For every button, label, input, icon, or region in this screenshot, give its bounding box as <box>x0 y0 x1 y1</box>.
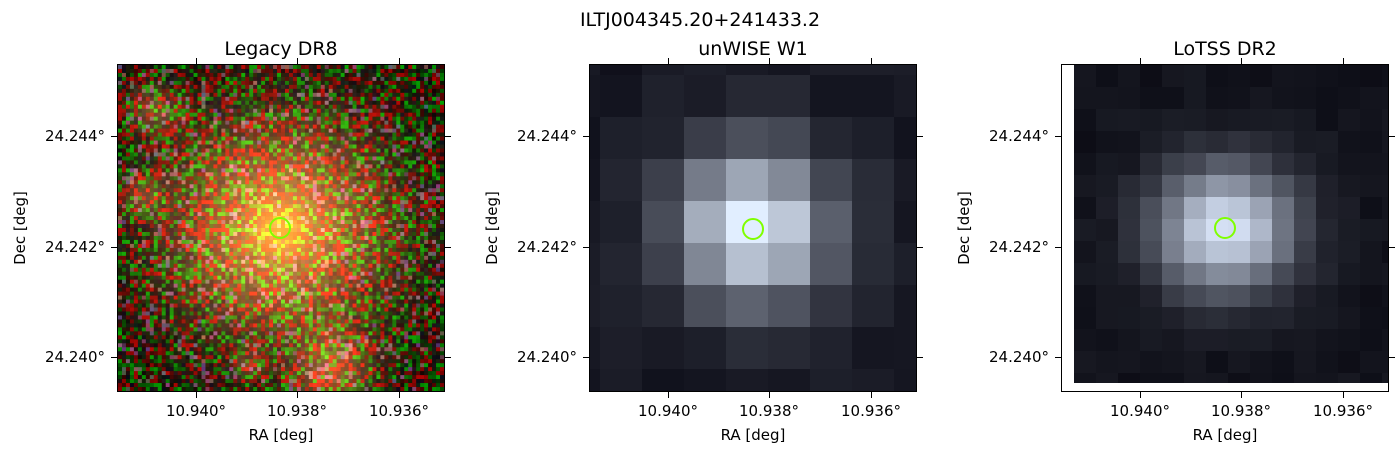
tick-mark <box>668 392 669 398</box>
x-tick-label: 10.936° <box>841 402 901 420</box>
y-tick-label: 24.244° <box>45 127 105 145</box>
tick-mark <box>871 58 872 64</box>
tick-mark <box>1343 58 1344 64</box>
tick-mark <box>399 392 400 398</box>
tick-mark <box>111 247 117 248</box>
tick-mark <box>445 357 451 358</box>
y-tick-label: 24.240° <box>45 348 105 366</box>
tick-mark <box>1055 357 1061 358</box>
tick-mark <box>1389 247 1395 248</box>
unwise-image <box>589 64 917 392</box>
tick-mark <box>769 392 770 398</box>
y-tick-label: 24.240° <box>989 348 1049 366</box>
tick-mark <box>583 247 589 248</box>
tick-mark <box>297 58 298 64</box>
x-axis-label: RA [deg] <box>248 426 314 444</box>
y-tick-label: 24.244° <box>989 127 1049 145</box>
x-tick-label: 10.936° <box>1313 402 1373 420</box>
tick-mark <box>111 136 117 137</box>
panel-title: LoTSS DR2 <box>1173 38 1277 60</box>
tick-mark <box>917 247 923 248</box>
lotss-cutout <box>1062 65 1388 391</box>
y-tick-label: 24.244° <box>517 127 577 145</box>
tick-mark <box>917 357 923 358</box>
tick-mark <box>1343 392 1344 398</box>
source-marker <box>269 217 291 239</box>
tick-mark <box>1389 357 1395 358</box>
tick-mark <box>1140 392 1141 398</box>
tick-mark <box>1055 136 1061 137</box>
y-tick-label: 24.240° <box>517 348 577 366</box>
x-axis-label: RA [deg] <box>720 426 786 444</box>
tick-mark <box>668 58 669 64</box>
x-tick-label: 10.940° <box>166 402 226 420</box>
tick-mark <box>583 136 589 137</box>
tick-mark <box>1241 392 1242 398</box>
x-tick-label: 10.938° <box>1211 402 1271 420</box>
y-tick-label: 24.242° <box>517 238 577 256</box>
source-marker <box>742 218 764 240</box>
tick-mark <box>445 136 451 137</box>
y-tick-label: 24.242° <box>45 238 105 256</box>
tick-mark <box>1241 58 1242 64</box>
tick-mark <box>1140 58 1141 64</box>
source-marker <box>1214 217 1236 239</box>
tick-mark <box>196 58 197 64</box>
x-axis-label: RA [deg] <box>1192 426 1258 444</box>
x-tick-label: 10.938° <box>267 402 327 420</box>
tick-mark <box>399 58 400 64</box>
tick-mark <box>769 58 770 64</box>
tick-mark <box>111 357 117 358</box>
x-tick-label: 10.938° <box>739 402 799 420</box>
panel-title: unWISE W1 <box>698 38 808 60</box>
unwise-cutout <box>590 65 916 391</box>
tick-mark <box>1389 136 1395 137</box>
tick-mark <box>583 357 589 358</box>
y-tick-label: 24.242° <box>989 238 1049 256</box>
legacy-cutout <box>118 65 444 391</box>
x-tick-label: 10.940° <box>1110 402 1170 420</box>
x-tick-label: 10.940° <box>638 402 698 420</box>
legacy-image <box>117 64 445 392</box>
tick-mark <box>297 392 298 398</box>
lotss-image <box>1061 64 1389 392</box>
tick-mark <box>445 247 451 248</box>
tick-mark <box>917 136 923 137</box>
panel-title: Legacy DR8 <box>224 38 338 60</box>
x-tick-label: 10.936° <box>369 402 429 420</box>
figure-title: ILTJ004345.20+241433.2 <box>579 9 821 31</box>
tick-mark <box>196 392 197 398</box>
tick-mark <box>871 392 872 398</box>
tick-mark <box>1055 247 1061 248</box>
